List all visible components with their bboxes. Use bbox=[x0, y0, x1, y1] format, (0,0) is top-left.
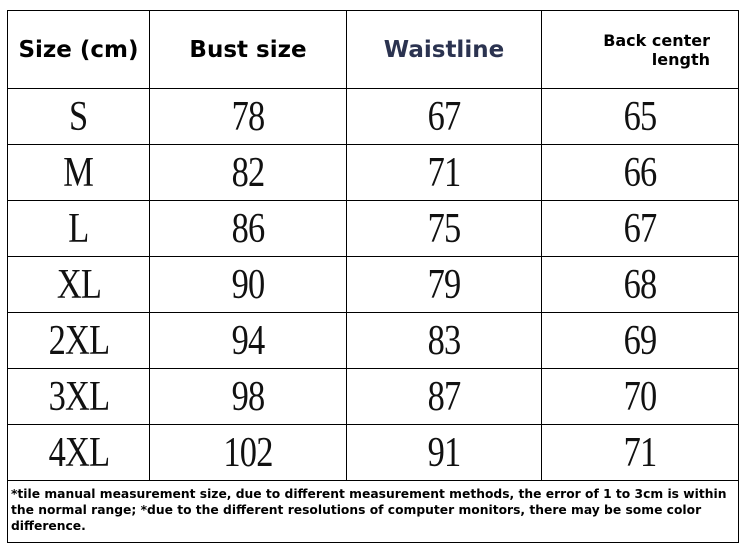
data-cell: S bbox=[7, 88, 150, 145]
data-cell: 91 bbox=[346, 424, 542, 481]
cell-text: 69 bbox=[623, 317, 658, 364]
cell-text: 70 bbox=[623, 373, 658, 420]
data-cell: 67 bbox=[346, 88, 542, 145]
header-row: Size (cm) Bust size Waistline Back center l… bbox=[7, 10, 739, 89]
cell-text: 65 bbox=[623, 93, 658, 140]
data-cell: 3XL bbox=[7, 368, 150, 425]
size-table: Size (cm) Bust size Waistline Back center l… bbox=[7, 10, 739, 543]
cell-text: 94 bbox=[231, 317, 266, 364]
data-cell: 102 bbox=[149, 424, 347, 481]
cell-text: 90 bbox=[231, 261, 266, 308]
data-row: S 78 67 65 bbox=[7, 88, 739, 145]
cell-text: 86 bbox=[231, 205, 266, 252]
data-row: 4XL 102 91 71 bbox=[7, 424, 739, 481]
header-cell: Back center length bbox=[541, 10, 739, 89]
data-cell: 66 bbox=[541, 144, 739, 201]
data-cell: 94 bbox=[149, 312, 347, 369]
data-row: L 86 75 67 bbox=[7, 200, 739, 257]
cell-text: 4XL bbox=[48, 429, 109, 476]
cell-text: 3XL bbox=[48, 373, 109, 420]
data-cell: 98 bbox=[149, 368, 347, 425]
header-text: Size (cm) bbox=[18, 36, 139, 63]
cell-text: 66 bbox=[623, 149, 658, 196]
data-row: M 82 71 66 bbox=[7, 144, 739, 201]
data-cell: 90 bbox=[149, 256, 347, 313]
data-row: 3XL 98 87 70 bbox=[7, 368, 739, 425]
cell-text: 71 bbox=[623, 429, 658, 476]
data-cell: 4XL bbox=[7, 424, 150, 481]
header-text: Waistline bbox=[383, 36, 505, 63]
header-cell: Waistline bbox=[346, 10, 542, 89]
data-row: XL 90 79 68 bbox=[7, 256, 739, 313]
table-body: Size (cm) Bust size Waistline Back center l… bbox=[7, 10, 739, 543]
cell-text: M bbox=[63, 149, 95, 196]
cell-text: 71 bbox=[427, 149, 462, 196]
data-cell: 2XL bbox=[7, 312, 150, 369]
cell-text: 67 bbox=[427, 93, 462, 140]
data-cell: 78 bbox=[149, 88, 347, 145]
data-row: 2XL 94 83 69 bbox=[7, 312, 739, 369]
header-cell: Bust size bbox=[149, 10, 347, 89]
cell-text: 78 bbox=[231, 93, 266, 140]
data-cell: 82 bbox=[149, 144, 347, 201]
data-cell: M bbox=[7, 144, 150, 201]
data-cell: 75 bbox=[346, 200, 542, 257]
cell-text: 87 bbox=[427, 373, 462, 420]
cell-text: 98 bbox=[231, 373, 266, 420]
data-cell: 83 bbox=[346, 312, 542, 369]
data-cell: 67 bbox=[541, 200, 739, 257]
cell-text: 2XL bbox=[48, 317, 109, 364]
data-cell: 71 bbox=[541, 424, 739, 481]
data-cell: 86 bbox=[149, 200, 347, 257]
cell-text: 75 bbox=[427, 205, 462, 252]
cell-text: 83 bbox=[427, 317, 462, 364]
data-cell: 71 bbox=[346, 144, 542, 201]
data-cell: 65 bbox=[541, 88, 739, 145]
data-cell: L bbox=[7, 200, 150, 257]
cell-text: XL bbox=[56, 261, 101, 308]
cell-text: 82 bbox=[231, 149, 266, 196]
cell-text: 91 bbox=[427, 429, 462, 476]
cell-text: S bbox=[69, 93, 88, 140]
data-cell: 69 bbox=[541, 312, 739, 369]
cell-text: 79 bbox=[427, 261, 462, 308]
cell-text: L bbox=[68, 205, 89, 252]
note-row: *tile manual measurement size, due to di… bbox=[7, 480, 739, 543]
data-cell: 68 bbox=[541, 256, 739, 313]
data-cell: 70 bbox=[541, 368, 739, 425]
data-cell: 79 bbox=[346, 256, 542, 313]
data-cell: 87 bbox=[346, 368, 542, 425]
cell-text: 102 bbox=[223, 429, 273, 476]
data-cell: XL bbox=[7, 256, 150, 313]
header-text: Back center length bbox=[603, 30, 710, 69]
header-cell: Size (cm) bbox=[7, 10, 150, 89]
cell-text: 67 bbox=[623, 205, 658, 252]
header-text: Bust size bbox=[189, 36, 307, 63]
cell-text: 68 bbox=[623, 261, 658, 308]
note: *tile manual measurement size, due to di… bbox=[7, 480, 739, 543]
